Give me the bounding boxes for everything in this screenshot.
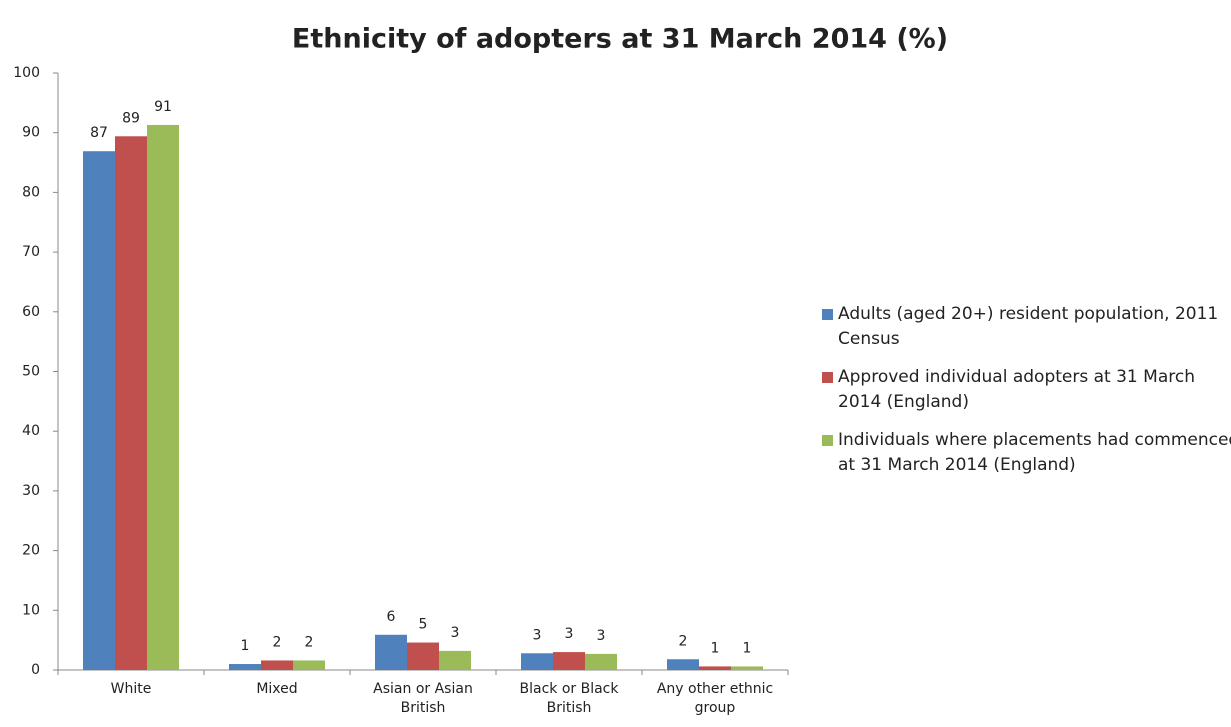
legend-entry: Individuals where placements had commenc… [822, 428, 1231, 478]
y-tick-label: 40 [22, 423, 40, 439]
bar [115, 136, 147, 671]
data-label: 87 [90, 125, 108, 141]
data-label: 3 [451, 625, 460, 641]
data-label: 3 [565, 626, 574, 642]
legend-swatch [822, 372, 833, 383]
bar [375, 634, 407, 670]
x-tick-label: Asian or Asian British [373, 681, 473, 716]
legend-entry: Approved individual adopters at 31 March… [822, 365, 1231, 415]
bar [293, 660, 325, 670]
x-tick-label: Black or Black British [519, 681, 619, 716]
data-label: 2 [679, 633, 688, 649]
y-tick-label: 10 [22, 602, 40, 618]
data-label: 1 [711, 640, 720, 656]
y-tick-label: 100 [13, 65, 40, 81]
y-tick-label: 0 [31, 662, 40, 678]
data-label: 3 [597, 628, 606, 644]
data-label: 3 [533, 627, 542, 643]
bar [731, 666, 763, 670]
bar [553, 652, 585, 670]
y-tick-label: 90 [22, 125, 40, 141]
data-label: 6 [387, 609, 396, 625]
bar [699, 666, 731, 670]
y-tick-label: 50 [22, 364, 40, 380]
data-label: 91 [154, 99, 172, 115]
bar [83, 151, 115, 670]
bar [667, 659, 699, 670]
x-tick-label: Mixed [256, 681, 298, 697]
bar [147, 124, 179, 670]
data-label: 2 [273, 634, 282, 650]
x-tick-label: White [110, 681, 152, 697]
bar [261, 660, 293, 670]
x-tick-label: Any other ethnic group [656, 681, 774, 716]
data-label: 5 [419, 617, 428, 633]
data-label: 1 [241, 638, 250, 654]
y-tick-label: 20 [22, 543, 40, 559]
data-label: 89 [122, 110, 140, 126]
legend-entry: Adults (aged 20+) resident population, 2… [822, 302, 1231, 352]
bar [521, 653, 553, 670]
chart-title: Ethnicity of adopters at 31 March 2014 (… [292, 24, 948, 55]
bar [407, 642, 439, 670]
legend-swatch [822, 309, 833, 320]
bar [229, 664, 261, 670]
y-tick-label: 30 [22, 483, 40, 499]
bar [439, 650, 471, 670]
legend-swatch [822, 435, 833, 446]
data-label: 1 [743, 640, 752, 656]
bar [585, 653, 617, 670]
y-tick-label: 60 [22, 304, 40, 320]
y-tick-label: 70 [22, 244, 40, 260]
y-tick-label: 80 [22, 184, 40, 200]
data-label: 2 [305, 634, 314, 650]
